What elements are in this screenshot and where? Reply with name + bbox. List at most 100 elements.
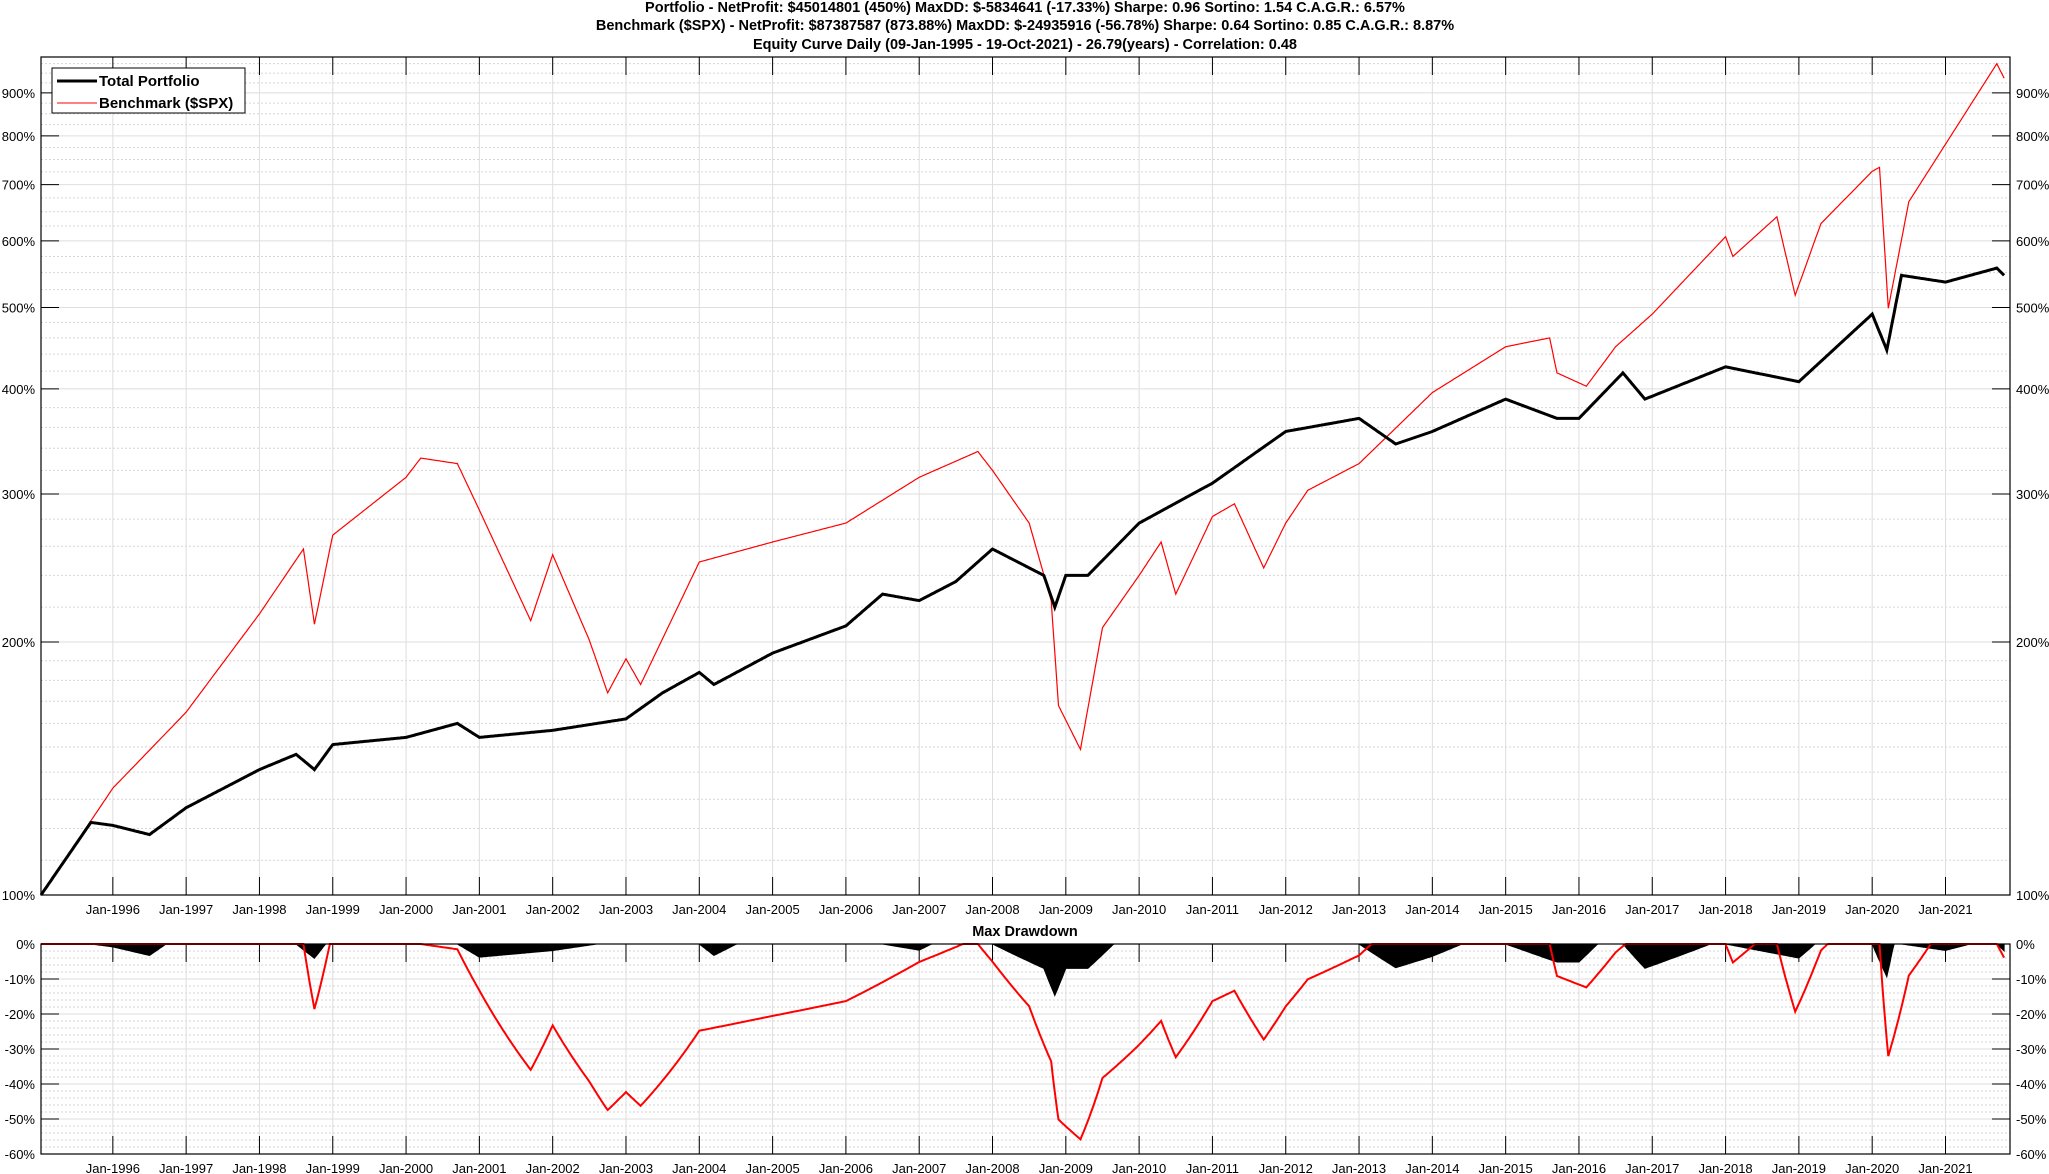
x-tick-label: Jan-2006 xyxy=(819,902,873,917)
y-tick-label-left: 900% xyxy=(2,86,36,101)
title-line-summary: Equity Curve Daily (09-Jan-1995 - 19-Oct… xyxy=(753,37,1297,53)
x-tick-label: Jan-1996 xyxy=(86,902,140,917)
legend: Total Portfolio Benchmark ($SPX) xyxy=(51,67,246,114)
x-tick-label: Jan-2001 xyxy=(452,1161,506,1174)
x-tick-label: Jan-2015 xyxy=(1479,902,1533,917)
y-tick-label-left: -50% xyxy=(5,1112,36,1127)
x-tick-label: Jan-2007 xyxy=(892,902,946,917)
x-tick-label: Jan-2008 xyxy=(965,1161,1019,1174)
y-tick-label-right: -20% xyxy=(2016,1007,2047,1022)
y-tick-label-left: -10% xyxy=(5,972,36,987)
drawdown-title: Max Drawdown xyxy=(972,924,1078,940)
plot-frame xyxy=(40,56,2011,896)
drawdown-plot: 0% 0% -10% -10% -20% -20% -30% -30% -40% -40% -50%… xyxy=(5,937,2047,1174)
x-tick-label: Jan-2012 xyxy=(1259,1161,1313,1174)
x-tick-label: Jan-2001 xyxy=(452,902,506,917)
y-tick-label-right: -30% xyxy=(2016,1042,2047,1057)
y-tick-label-left: 600% xyxy=(2,234,36,249)
y-tick-label-right: -40% xyxy=(2016,1077,2047,1092)
title-line-benchmark: Benchmark ($SPX) - NetProfit: $87387587 … xyxy=(596,18,1454,34)
x-tick-label: Jan-2013 xyxy=(1332,902,1386,917)
y-tick-label-left: 400% xyxy=(2,382,36,397)
y-tick-label-right: 400% xyxy=(2016,382,2049,397)
x-tick-label: Jan-2010 xyxy=(1112,902,1166,917)
x-tick-label: Jan-2000 xyxy=(379,902,433,917)
x-tick-label: Jan-2011 xyxy=(1186,902,1239,917)
x-tick-label: Jan-1999 xyxy=(306,902,360,917)
y-tick-label-right: 500% xyxy=(2016,300,2049,315)
y-tick-label-left: -30% xyxy=(5,1042,36,1057)
y-tick-label-left: 200% xyxy=(2,635,36,650)
y-tick-label-left: 500% xyxy=(2,300,36,315)
y-tick-label-right: -60% xyxy=(2016,1147,2047,1162)
y-tick-label-right: 700% xyxy=(2016,178,2049,193)
y-tick-label-left: 800% xyxy=(2,129,36,144)
y-tick-label-left: -60% xyxy=(5,1147,36,1162)
y-tick-label-right: 800% xyxy=(2016,129,2049,144)
y-tick-label-right: 900% xyxy=(2016,86,2049,101)
x-tick-label: Jan-2021 xyxy=(1918,1161,1972,1174)
x-tick-label: Jan-2019 xyxy=(1772,1161,1826,1174)
x-tick-label: Jan-2006 xyxy=(819,1161,873,1174)
legend-label-portfolio: Total Portfolio xyxy=(99,73,200,90)
chart-title: Portfolio - NetProfit: $45014801 (450%) … xyxy=(596,0,1454,53)
x-tick-label: Jan-2017 xyxy=(1625,902,1679,917)
x-tick-label: Jan-2014 xyxy=(1405,902,1459,917)
x-tick-label: Jan-2018 xyxy=(1698,1161,1752,1174)
x-tick-label: Jan-2021 xyxy=(1918,902,1972,917)
x-tick-label: Jan-1996 xyxy=(86,1161,140,1174)
y-tick-label-right: 0% xyxy=(2016,937,2035,952)
title-line-portfolio: Portfolio - NetProfit: $45014801 (450%) … xyxy=(645,0,1405,16)
x-tick-label: Jan-2009 xyxy=(1039,1161,1093,1174)
y-tick-label-left: -40% xyxy=(5,1077,36,1092)
x-tick-label: Jan-2018 xyxy=(1698,902,1752,917)
x-tick-label: Jan-2005 xyxy=(745,902,799,917)
legend-label-benchmark: Benchmark ($SPX) xyxy=(99,95,233,112)
x-tick-label: Jan-2016 xyxy=(1552,902,1606,917)
x-tick-label: Jan-1998 xyxy=(232,902,286,917)
y-tick-label-left: 300% xyxy=(2,487,36,502)
x-tick-label: Jan-2002 xyxy=(526,902,580,917)
x-tick-label: Jan-1999 xyxy=(306,1161,360,1174)
x-tick-label: Jan-2009 xyxy=(1039,902,1093,917)
x-tick-label: Jan-2005 xyxy=(745,1161,799,1174)
x-tick-label: Jan-2015 xyxy=(1479,1161,1533,1174)
x-tick-label: Jan-2012 xyxy=(1259,902,1313,917)
x-tick-label: Jan-2010 xyxy=(1112,1161,1166,1174)
portfolio-drawdown-area xyxy=(41,943,2005,997)
x-tick-label: Jan-2004 xyxy=(672,1161,726,1174)
y-tick-label-right: 300% xyxy=(2016,487,2049,502)
x-tick-label: Jan-2003 xyxy=(599,1161,653,1174)
x-tick-label: Jan-2002 xyxy=(526,1161,580,1174)
x-tick-label: Jan-2016 xyxy=(1552,1161,1606,1174)
x-tick-label: Jan-2008 xyxy=(965,902,1019,917)
x-tick-label: Jan-2003 xyxy=(599,902,653,917)
x-tick-label: Jan-2020 xyxy=(1845,1161,1899,1174)
equity-plot: 100% 100% 200% 200% 300% 300% 400% 400% 500% 500%… xyxy=(2,56,2049,917)
portfolio-equity-line xyxy=(39,266,2006,896)
y-tick-label-right: 100% xyxy=(2016,888,2049,903)
y-tick-label-left: -20% xyxy=(5,1007,36,1022)
y-tick-label-left: 100% xyxy=(2,888,36,903)
x-tick-label: Jan-2017 xyxy=(1625,1161,1679,1174)
y-tick-label-right: 200% xyxy=(2016,635,2049,650)
x-tick-label: Jan-1997 xyxy=(159,1161,213,1174)
x-tick-label: Jan-2013 xyxy=(1332,1161,1386,1174)
x-tick-label: Jan-2011 xyxy=(1186,1161,1239,1174)
y-tick-label-left: 700% xyxy=(2,178,36,193)
y-tick-label-left: 0% xyxy=(16,937,35,952)
y-tick-label-right: -10% xyxy=(2016,972,2047,987)
x-tick-label: Jan-1997 xyxy=(159,902,213,917)
x-tick-label: Jan-2020 xyxy=(1845,902,1899,917)
plot-frame xyxy=(40,943,2011,1155)
x-tick-label: Jan-1998 xyxy=(232,1161,286,1174)
y-tick-label-right: 600% xyxy=(2016,234,2049,249)
x-tick-label: Jan-2000 xyxy=(379,1161,433,1174)
y-tick-label-right: -50% xyxy=(2016,1112,2047,1127)
x-tick-label: Jan-2014 xyxy=(1405,1161,1459,1174)
x-tick-label: Jan-2007 xyxy=(892,1161,946,1174)
x-tick-label: Jan-2004 xyxy=(672,902,726,917)
benchmark-equity-line xyxy=(40,62,2005,896)
x-tick-label: Jan-2019 xyxy=(1772,902,1826,917)
